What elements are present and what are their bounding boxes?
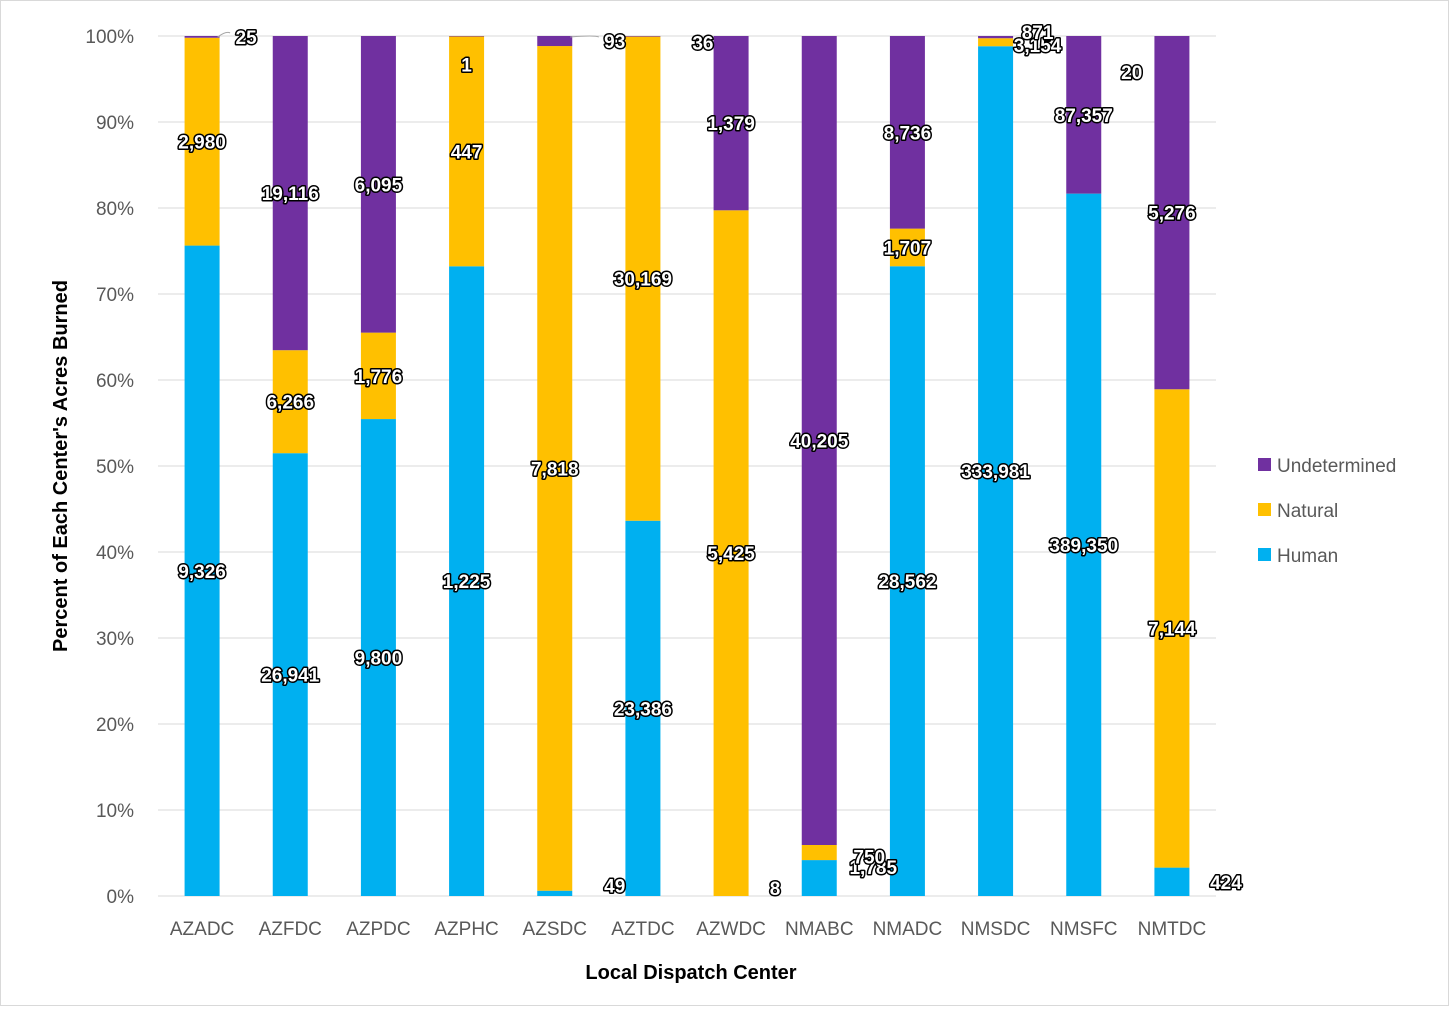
bar-natural-nmsdc [978, 38, 1013, 46]
y-tick-label: 50% [96, 457, 134, 478]
data-label: 8,736 [884, 123, 932, 144]
x-tick-label: AZADC [170, 919, 234, 940]
data-label: 30,169 [614, 270, 672, 291]
data-label: 1,225 [443, 572, 491, 593]
data-label: 750 [853, 848, 885, 869]
bar-natural-nmabc [802, 845, 837, 860]
data-label: 1,379 [707, 114, 755, 135]
y-tick-label: 0% [107, 887, 135, 908]
data-label: 6,266 [266, 393, 314, 414]
data-label: 447 [451, 142, 483, 163]
data-label: 1,707 [884, 238, 932, 259]
x-tick-label: AZTDC [611, 919, 674, 940]
data-label: 93 [604, 32, 625, 53]
x-tick-label: NMABC [785, 919, 854, 940]
y-tick-label: 80% [96, 199, 134, 220]
data-label: 424 [1210, 873, 1242, 894]
data-label: 87,357 [1055, 106, 1113, 127]
y-axis-ticks: 0% 10% 20% 30% 40% 50% 60% 70% 80% 90% 100% [85, 27, 134, 908]
data-label: 49 [604, 876, 625, 897]
y-tick-label: 40% [96, 543, 134, 564]
data-label: 36 [692, 33, 713, 54]
data-label: 389,350 [1049, 536, 1118, 557]
x-axis-title: Local Dispatch Center [585, 962, 796, 984]
x-axis-ticks: AZADC AZFDC AZPDC AZPHC AZSDC AZTDC AZWDC NMABC… [170, 919, 1206, 940]
data-label: 28,562 [878, 572, 936, 593]
bar-undetermined-aztdc [625, 36, 660, 37]
bar-undetermined-azadc [185, 36, 220, 38]
data-label: 20 [1121, 63, 1142, 84]
x-tick-label: AZFDC [259, 919, 322, 940]
x-tick-label: NMTDC [1138, 919, 1207, 940]
data-label: 19,116 [262, 184, 319, 205]
data-label: 1,776 [355, 367, 403, 388]
x-tick-label: NMSFC [1050, 919, 1118, 940]
data-label: 8 [770, 879, 781, 900]
data-label: 9,800 [355, 649, 403, 670]
bar-undetermined-azsdc [537, 36, 572, 46]
y-tick-label: 60% [96, 371, 134, 392]
data-label: 7,144 [1148, 619, 1196, 640]
legend-swatch-natural [1258, 503, 1271, 516]
x-tick-label: AZPDC [346, 919, 410, 940]
bar-human-azsdc [537, 891, 572, 896]
data-label: 1 [461, 55, 472, 76]
y-tick-label: 20% [96, 715, 134, 736]
y-tick-label: 70% [96, 285, 134, 306]
data-label: 5,425 [707, 544, 755, 565]
y-tick-label: 90% [96, 113, 134, 134]
data-label: 7,818 [531, 459, 579, 480]
legend-label-undetermined: Undetermined [1277, 456, 1396, 477]
y-tick-label: 10% [96, 801, 134, 822]
bar-human-nmtdc [1154, 868, 1189, 896]
y-axis-title: Percent of Each Center's Acres Burned [50, 280, 72, 652]
data-label: 40,205 [790, 431, 849, 452]
data-label: 6,095 [355, 175, 403, 196]
x-tick-label: NMADC [873, 919, 943, 940]
data-label: 26,941 [261, 666, 320, 687]
data-label: 23,386 [614, 699, 672, 720]
data-label: 333,981 [961, 462, 1030, 483]
legend: Undetermined Natural Human [1258, 456, 1396, 567]
gridlines [158, 36, 1216, 896]
bar-undetermined-azphc [449, 36, 484, 37]
x-tick-label: AZWDC [696, 919, 766, 940]
legend-swatch-undetermined [1258, 458, 1271, 471]
x-tick-label: NMSDC [961, 919, 1031, 940]
data-label: 871 [1022, 23, 1054, 44]
data-label: 9,326 [178, 562, 226, 583]
data-label: 5,276 [1148, 204, 1196, 225]
y-tick-label: 100% [85, 27, 134, 48]
bar-human-nmabc [802, 860, 837, 896]
data-label: 25 [236, 28, 258, 49]
y-tick-label: 30% [96, 629, 134, 650]
data-label: 2,980 [178, 133, 226, 154]
bar-undetermined-nmsdc [978, 36, 1013, 38]
x-tick-label: AZSDC [523, 919, 587, 940]
legend-label-natural: Natural [1277, 501, 1338, 522]
legend-swatch-human [1258, 548, 1271, 561]
legend-label-human: Human [1277, 546, 1338, 567]
x-tick-label: AZPHC [434, 919, 498, 940]
